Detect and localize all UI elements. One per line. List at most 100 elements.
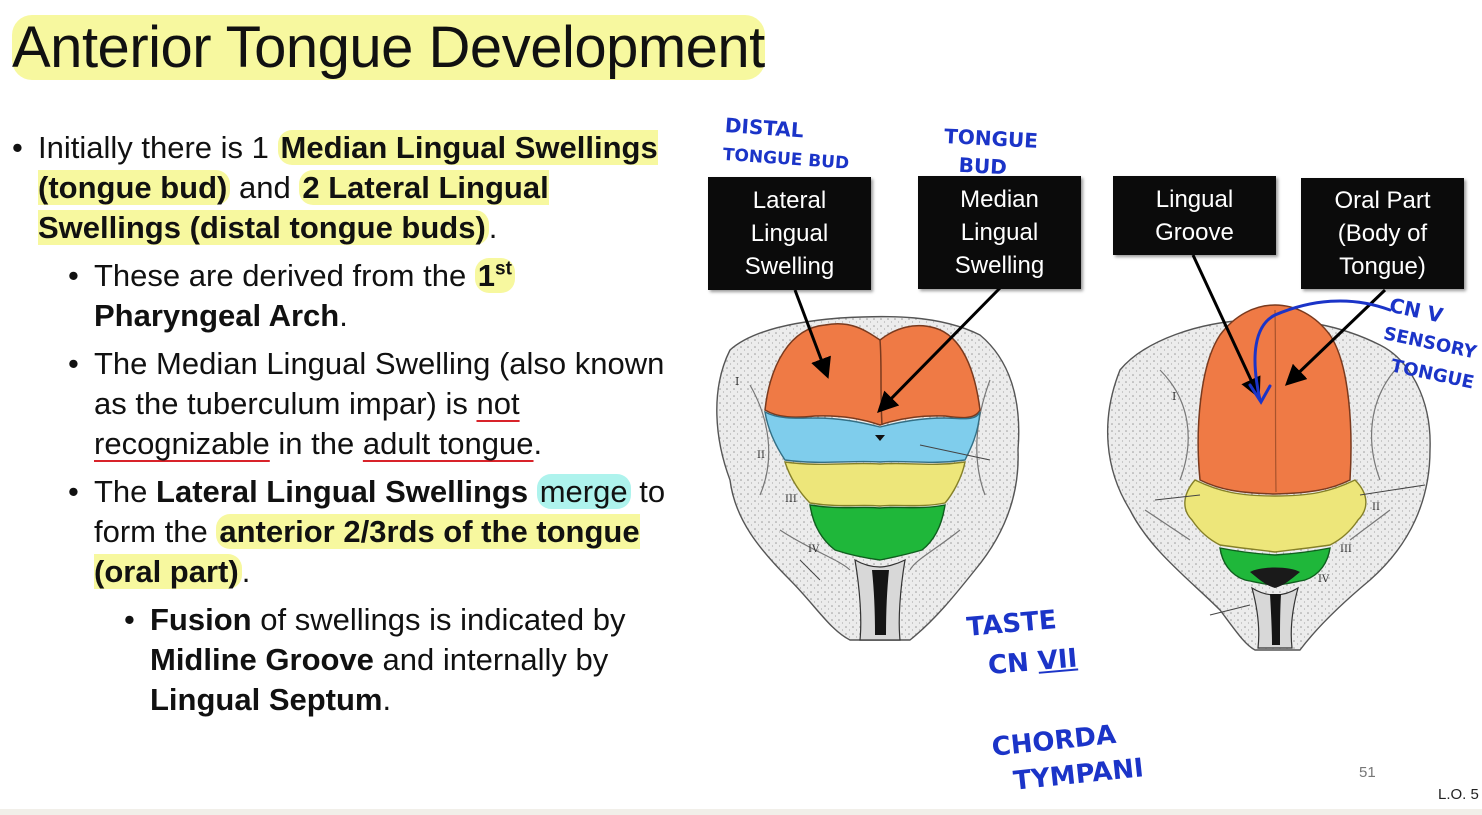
text-run: . xyxy=(241,554,251,589)
superscript: st xyxy=(495,258,512,280)
label-median-lingual-swelling: Median Lingual Swelling xyxy=(918,176,1081,289)
left-external-line xyxy=(799,444,991,581)
left-foramen-cecum xyxy=(875,435,885,441)
label-text: Lateral Lingual Swelling xyxy=(745,184,834,283)
title-highlight: Anterior Tongue Development xyxy=(12,15,765,80)
left-midline xyxy=(879,339,883,426)
term-fusion: Fusion xyxy=(150,602,252,637)
right-epiglottis-dark xyxy=(1250,567,1300,588)
label-line: Tongue) xyxy=(1339,253,1426,280)
text-run: in the xyxy=(269,426,363,461)
bullet-list: • Initially there is 1 Median Lingual Sw… xyxy=(10,128,680,728)
learning-objective: L.O. 5 xyxy=(1438,786,1479,803)
text-run: The Median Lingual Swelling (also known … xyxy=(94,346,665,421)
bullet-initial-swellings: • Initially there is 1 Median Lingual Sw… xyxy=(10,128,680,248)
term-midline-groove: Midline Groove xyxy=(150,642,374,677)
title-text: Anterior Tongue Development xyxy=(12,15,765,80)
bullet-pharyngeal-arch: • These are derived from the 1st Pharyng… xyxy=(10,256,680,336)
leader-arrows xyxy=(793,254,1387,413)
left-arch-numeral: IV xyxy=(808,544,820,555)
label-line: Lingual xyxy=(960,219,1039,246)
left-arch-numeral: III xyxy=(785,494,797,505)
label-line: (Body of xyxy=(1337,220,1428,247)
bottom-divider xyxy=(0,809,1482,815)
left-swelling-orange xyxy=(764,323,981,426)
bullet-tuberculum-impar: • The Median Lingual Swelling (also know… xyxy=(10,344,680,464)
annotation-taste: TASTE CN VII xyxy=(965,599,1079,688)
text-run xyxy=(528,474,537,509)
text-run: . xyxy=(339,298,348,333)
text-run: Initially there is 1 xyxy=(38,130,278,165)
highlight-merge: merge xyxy=(536,474,631,509)
label-lateral-lingual-swelling: Lateral Lingual Swelling xyxy=(708,177,871,290)
arrow-oral-part xyxy=(1284,288,1387,386)
text-run: The xyxy=(94,474,157,509)
annotation-line: TONGUE xyxy=(943,123,1039,153)
right-arch-numeral: IV xyxy=(1318,574,1330,585)
text-run: and xyxy=(230,170,300,205)
label-text: Oral Part (Body of Tongue) xyxy=(1334,184,1430,283)
left-swelling-yellow xyxy=(784,461,966,507)
underlined-not-recognizable: not recognizable xyxy=(94,386,520,461)
term-first-arch: 1st xyxy=(474,258,515,293)
text-run: to form the xyxy=(94,474,666,549)
right-oral-tongue-orange xyxy=(1197,304,1352,495)
cnv-arrowhead xyxy=(1248,383,1272,405)
bullet-dot: • xyxy=(124,602,135,637)
left-swelling-blue xyxy=(764,410,981,463)
text-run: . xyxy=(533,426,543,461)
label-text: Median Lingual Swelling xyxy=(955,183,1044,282)
bullet-fusion: • Fusion of swellings is indicated by Mi… xyxy=(10,600,680,720)
right-arch-numeral: II xyxy=(1372,502,1380,513)
text-run: of swellings is indicated by xyxy=(251,602,626,637)
right-glottis xyxy=(1270,594,1281,645)
left-arch-numeral: II xyxy=(757,450,765,461)
page-number: 51 xyxy=(1359,764,1376,781)
left-glottis xyxy=(872,570,889,635)
text-run: . xyxy=(382,682,392,717)
right-arch-numeral: I xyxy=(1172,390,1176,403)
annotation-text: VII xyxy=(1036,643,1079,677)
label-line: Lingual xyxy=(750,220,829,247)
bullet-lateral-merge: • The Lateral Lingual Swellings merge to… xyxy=(10,472,680,592)
text-run: These are derived from the xyxy=(94,258,475,293)
left-swelling-green xyxy=(809,504,946,561)
annotation-tongue-bud: TONGUE BUD xyxy=(942,122,1039,183)
bullet-dot: • xyxy=(68,258,79,293)
label-text: Lingual Groove xyxy=(1155,183,1234,249)
term-lingual-septum: Lingual Septum xyxy=(150,682,383,717)
label-line: Swelling xyxy=(954,252,1045,279)
bullet-dot: • xyxy=(12,130,23,165)
right-yellow-region xyxy=(1184,479,1367,553)
tongue-development-diagram: I II III IV I II III IV xyxy=(690,100,1480,797)
right-arch-numeral: III xyxy=(1340,544,1352,555)
text-run: and internally by xyxy=(373,642,609,677)
label-line: Lateral xyxy=(752,187,827,214)
left-arch-numeral: I xyxy=(735,375,739,388)
embryo-left-figure: I II III IV xyxy=(716,315,1020,641)
right-arch-folds xyxy=(1144,369,1396,541)
annotation-text: CN xyxy=(986,646,1040,682)
slide-title: Anterior Tongue Development xyxy=(12,14,765,81)
label-oral-part: Oral Part (Body of Tongue) xyxy=(1301,178,1464,289)
tongue-illustrations: I II III IV I II III IV xyxy=(716,254,1431,651)
label-line: Median xyxy=(960,186,1039,213)
right-external-line xyxy=(1154,484,1426,616)
underlined-adult-tongue: adult tongue xyxy=(362,426,534,461)
ink-strokes xyxy=(1248,299,1392,405)
annotation-distal-tongue-bud: DISTAL TONGUE BUD xyxy=(722,110,852,179)
text-run: . xyxy=(488,210,498,245)
annotation-line: BUD xyxy=(958,152,1008,180)
term-lateral-lingual-swellings: Lateral Lingual Swellings xyxy=(156,474,529,509)
label-line: Lingual xyxy=(1155,185,1234,213)
term-pharyngeal-arch: Pharyngeal Arch xyxy=(94,298,340,333)
arrow-median-swelling xyxy=(877,286,1002,413)
arrow-lateral-swelling xyxy=(793,289,831,379)
annotation-chorda-tympani: CHORDA TYMPANI xyxy=(990,714,1145,801)
label-lingual-groove: Lingual Groove xyxy=(1113,176,1276,255)
left-arch-folds xyxy=(749,379,991,571)
right-green-region xyxy=(1219,547,1331,586)
label-line: Groove xyxy=(1155,218,1234,246)
embryo-right-figure: I II III IV xyxy=(1107,304,1431,651)
label-line: Swelling xyxy=(744,253,835,280)
